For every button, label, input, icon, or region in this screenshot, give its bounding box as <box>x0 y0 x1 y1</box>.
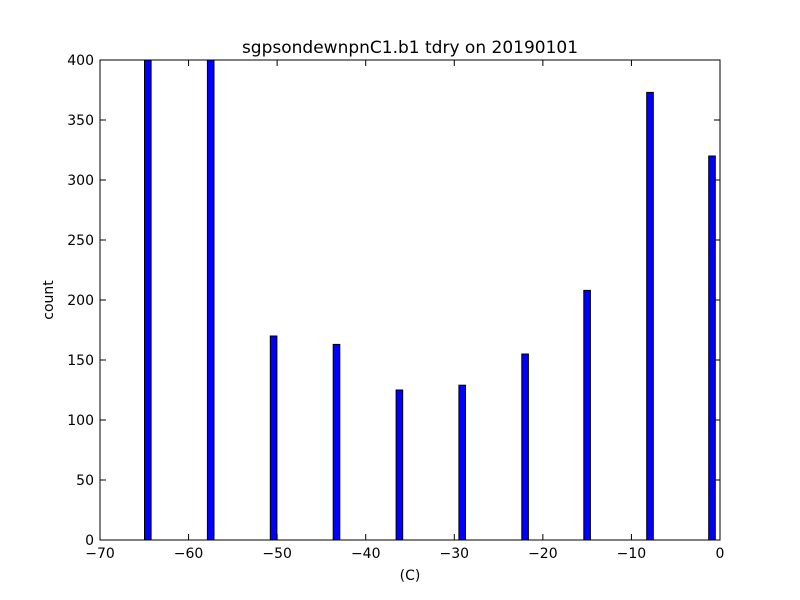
bars-layer <box>144 59 716 541</box>
x-tick-label: −70 <box>85 546 115 562</box>
x-tick-label: −60 <box>174 546 204 562</box>
x-tick-label: 0 <box>716 546 725 562</box>
y-tick-label: 50 <box>76 473 94 489</box>
bar-7 <box>583 289 591 541</box>
bar-1 <box>206 59 215 541</box>
bar-6 <box>521 353 529 541</box>
plot-frame <box>99 59 721 541</box>
bar-0 <box>144 59 152 541</box>
x-tick-label: −30 <box>440 546 470 562</box>
y-tick-label: 250 <box>67 233 94 249</box>
y-tick-label: 300 <box>67 173 94 189</box>
y-tick-label: 200 <box>67 293 94 309</box>
bar-4 <box>395 389 404 541</box>
y-tick-label: 350 <box>67 113 94 129</box>
y-axis-label: count <box>41 280 57 320</box>
x-tick-label: −40 <box>351 546 381 562</box>
bar-5 <box>458 384 466 541</box>
bar-2 <box>269 335 278 541</box>
x-axis-label: (C) <box>400 568 421 584</box>
y-tick-label: 0 <box>85 533 94 549</box>
bar-3 <box>332 343 341 541</box>
chart-title: sgpsondewnpnC1.b1 tdry on 20190101 <box>242 38 578 58</box>
bar-8 <box>646 91 654 541</box>
x-tick-label: −50 <box>262 546 292 562</box>
y-tick-label: 400 <box>67 53 94 69</box>
bar-9 <box>708 155 716 541</box>
y-tick-label: 150 <box>67 353 94 369</box>
y-tick-label: 100 <box>67 413 94 429</box>
ticks-layer: −70 −60 −50 −40 −30 −20 −10 0 0 50 100 150 200 250 300… <box>67 53 724 562</box>
x-tick-label: −10 <box>617 546 647 562</box>
x-tick-label: −20 <box>528 546 558 562</box>
